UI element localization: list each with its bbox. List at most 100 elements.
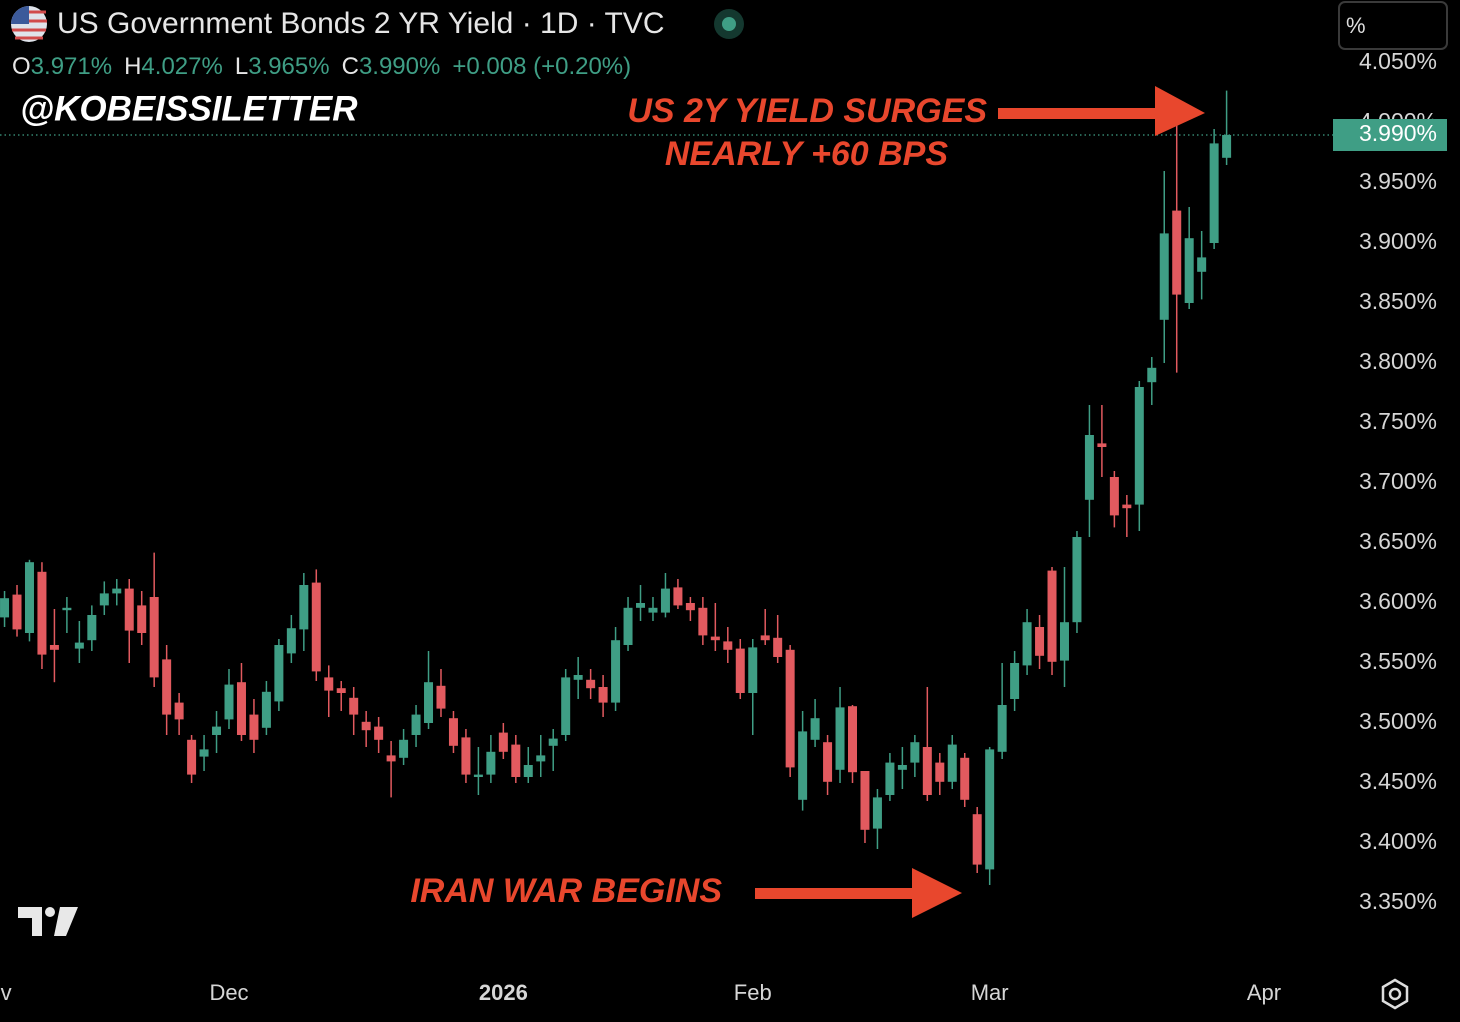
last-price-label: 3.990%	[1359, 120, 1437, 146]
candle-body	[498, 732, 508, 752]
y-tick-label: 3.550%	[1359, 648, 1437, 674]
candle-body	[12, 594, 22, 630]
candle-body	[1109, 477, 1119, 516]
candle-body	[62, 607, 72, 611]
candle-body	[1172, 210, 1182, 295]
candle-body	[598, 687, 608, 703]
candle-body	[835, 707, 845, 770]
candle-body	[848, 706, 857, 773]
annotation: US 2Y YIELD SURGES	[627, 92, 987, 130]
candle-body	[274, 645, 284, 702]
candle-body	[1059, 622, 1069, 661]
candle-body	[374, 726, 384, 740]
candle-body	[199, 749, 209, 757]
candle-body	[1122, 504, 1132, 509]
unit-button-label[interactable]: %	[1346, 13, 1366, 38]
candle-body	[87, 615, 97, 641]
y-tick-label: 3.900%	[1359, 228, 1437, 254]
candle-body	[710, 636, 720, 641]
y-tick-label: 3.450%	[1359, 768, 1437, 794]
last-price-box	[1333, 119, 1447, 151]
candle-body	[960, 757, 970, 800]
candle-body	[860, 771, 870, 830]
candle-body	[573, 675, 583, 680]
candle-body	[124, 588, 134, 631]
candle-body	[623, 607, 633, 645]
candle-body	[1097, 443, 1107, 447]
candle-body	[1184, 238, 1194, 303]
chart-title: US Government Bonds 2 YR Yield · 1D · TV…	[57, 7, 665, 40]
candle-body	[660, 588, 670, 613]
candle-body	[49, 645, 59, 650]
x-tick-label: Feb	[734, 980, 772, 1005]
candle-body	[411, 714, 421, 735]
x-tick-label: Apr	[1247, 980, 1281, 1005]
candle-body	[1047, 570, 1057, 662]
candle-body	[972, 814, 982, 865]
arrow	[998, 86, 1205, 136]
y-tick-label: 3.500%	[1359, 708, 1437, 734]
candle-body	[424, 682, 434, 723]
candle-body	[685, 603, 695, 611]
legend-letter: C	[342, 53, 359, 80]
candle-body	[1084, 435, 1094, 500]
candle-body	[561, 677, 571, 735]
y-tick-label: 3.800%	[1359, 348, 1437, 374]
candle-body	[735, 648, 745, 693]
y-tick-label: 3.400%	[1359, 828, 1437, 854]
candle-body	[1209, 143, 1219, 243]
candle-body	[149, 597, 159, 678]
unit-button[interactable]	[1338, 1, 1448, 50]
annotation: NEARLY +60 BPS	[665, 135, 948, 173]
ohlc-legend: O3.971% H4.027% L3.965% C3.990% +0.008 (+0.2…	[12, 53, 631, 80]
candle-body	[361, 721, 371, 731]
candle-body	[872, 797, 882, 829]
candle-body	[399, 739, 409, 758]
candle-body	[473, 774, 483, 777]
y-tick-label: 3.700%	[1359, 468, 1437, 494]
candle-body	[99, 593, 109, 606]
candle-body	[1159, 233, 1169, 320]
y-tick-label: 3.350%	[1359, 888, 1437, 914]
candle-body	[187, 739, 197, 775]
candle-body	[336, 688, 346, 693]
legend-change: +0.008 (+0.20%)	[452, 53, 631, 80]
candle-body	[785, 649, 795, 768]
x-tick-label: 2026	[479, 980, 528, 1005]
candle-body	[37, 571, 47, 655]
candle-body	[448, 718, 458, 746]
candle-body	[74, 642, 84, 649]
legend-value: 3.965%	[248, 53, 329, 80]
y-tick-label: 3.750%	[1359, 408, 1437, 434]
candle-body	[162, 659, 172, 715]
candle-body	[910, 742, 920, 763]
candle-body	[261, 691, 271, 728]
candle-body	[897, 765, 907, 770]
candle-body	[224, 684, 234, 720]
candle-body	[823, 742, 833, 782]
status-dot	[722, 17, 736, 31]
candle-body	[947, 744, 957, 782]
annotation: IRAN WAR BEGINS	[410, 872, 722, 910]
candle-body	[212, 726, 222, 735]
candle-body	[511, 744, 521, 777]
candle-body	[922, 747, 932, 795]
y-tick-label: 4.050%	[1359, 48, 1437, 74]
candle-body	[586, 679, 596, 689]
legend-value: 3.990%	[359, 53, 440, 80]
y-tick-label: 3.600%	[1359, 588, 1437, 614]
legend-value: 4.027%	[141, 53, 222, 80]
watermark: @KOBEISSILETTER	[20, 89, 358, 128]
candle-body	[24, 562, 34, 633]
candle-body	[112, 588, 122, 594]
candle-body	[1147, 367, 1157, 383]
candle-body	[673, 587, 683, 606]
settings-icon[interactable]	[1381, 978, 1409, 1010]
candle-body	[249, 714, 259, 740]
candle-body	[1072, 537, 1082, 623]
ohlc-legend-text: O3.971% H4.027% L3.965% C3.990% +0.008 (+0.2…	[12, 53, 631, 80]
candle-body	[386, 755, 396, 762]
candle-body	[885, 762, 895, 795]
candle-body	[1022, 622, 1032, 666]
